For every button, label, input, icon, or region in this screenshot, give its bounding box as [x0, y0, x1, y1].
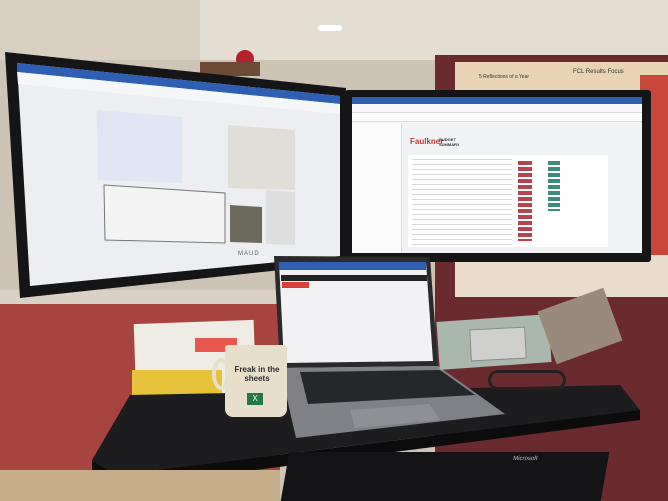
- poster-left-title: 5 Reflections of a Year: [479, 74, 530, 80]
- mug: Freak in the sheets X: [225, 345, 287, 417]
- poster-right-title: FCL Results Focus: [573, 69, 624, 75]
- report-title: BUDGET SUMMARY: [439, 137, 460, 147]
- variance-bars-green: [548, 161, 560, 211]
- glasses: [488, 370, 566, 390]
- report-toolbar: [352, 113, 642, 122]
- ceiling: [195, 0, 668, 60]
- faulkner-logo: Faulkner: [410, 137, 444, 146]
- excel-logo: X: [247, 393, 263, 405]
- keyboard: Microsoft: [280, 452, 610, 501]
- counter: [0, 290, 280, 304]
- wall-cabinet: [0, 0, 200, 60]
- shelf: [200, 62, 260, 76]
- address-bar: [352, 104, 642, 113]
- pages-pane: [352, 123, 402, 253]
- mug-text: Freak in the sheets: [234, 365, 280, 383]
- left-monitor-brand: MAUD: [238, 251, 260, 257]
- ceiling-light: [318, 25, 342, 31]
- poster-lower: [455, 255, 668, 297]
- table-rows: [412, 159, 512, 245]
- budget-table: [408, 155, 608, 247]
- calculator: [469, 326, 527, 362]
- mug-handle: [212, 358, 230, 390]
- floor: [0, 470, 280, 501]
- browser-tab-bar: [352, 97, 642, 104]
- keyboard-brand: Microsoft: [512, 456, 538, 462]
- variance-bars-red: [518, 161, 532, 241]
- right-monitor-screen: Faulkner BUDGET SUMMARY: [352, 97, 642, 253]
